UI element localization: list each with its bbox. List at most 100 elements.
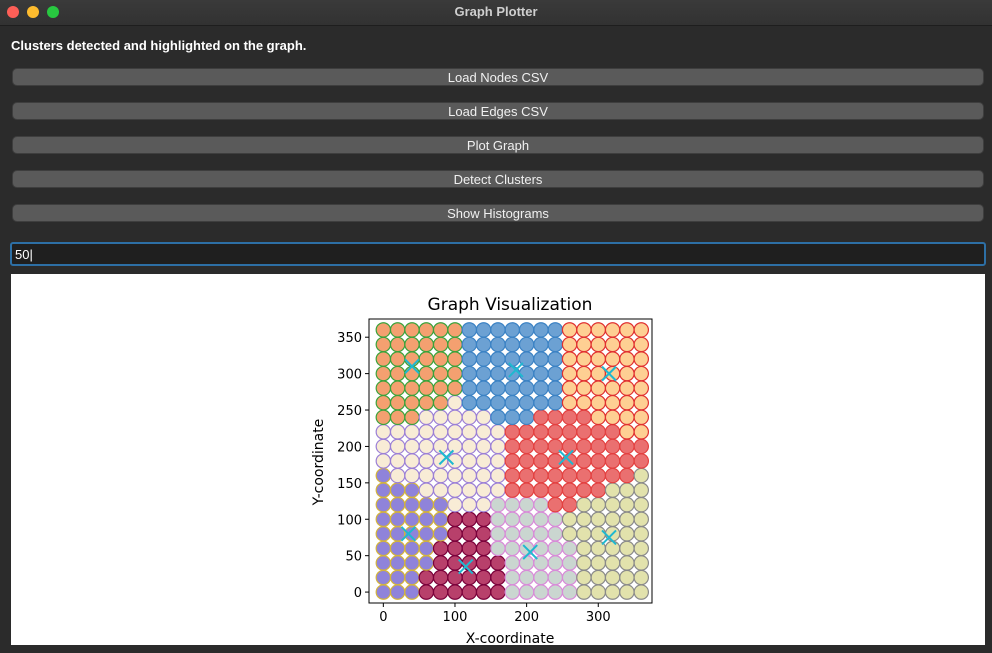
graph-node [576,380,592,396]
graph-node [633,569,650,586]
graph-node [518,496,535,513]
graph-node [447,496,463,513]
graph-node [518,569,535,586]
graph-node [490,584,506,600]
graph-node [461,365,478,382]
cluster-count-input[interactable]: 50| [10,242,986,266]
graph-node [633,336,650,353]
graph-node [547,409,564,426]
graph-node [547,482,564,498]
x-tick-label: 300 [586,610,611,625]
graph-node [504,322,521,338]
graph-node [561,482,578,498]
graph-node [389,424,406,440]
minimize-window-button[interactable] [27,6,39,18]
graph-node [576,555,592,571]
graph-node [547,380,564,396]
graph-node [590,351,607,367]
graph-node [604,351,621,367]
graph-node [561,394,578,411]
graph-node [375,569,392,586]
graph-node [418,569,435,586]
graph-node [633,409,650,426]
graph-node [475,453,492,469]
centroid-x-stroke [558,449,574,466]
graph-node [475,526,492,542]
graph-node [404,584,420,600]
x-axis-label: X-coordinate [466,631,555,645]
graph-node [490,540,506,557]
graph-node [432,482,449,498]
graph-node [576,526,592,542]
graph-node [533,467,549,484]
plot-graph-button[interactable]: Plot Graph [12,136,984,154]
graph-node [604,438,621,455]
graph-node [461,482,478,498]
show-histograms-button[interactable]: Show Histograms [12,204,984,222]
graph-node [389,322,406,338]
graph-node [533,511,549,528]
graph-node [533,322,549,338]
graph-node [533,409,549,426]
y-tick-label: 300 [337,368,362,383]
graph-node [576,438,592,455]
y-tick-label: 0 [354,586,362,601]
graph-node [504,424,521,440]
graph-node [504,540,521,557]
graph-node [604,365,621,382]
graph-node [604,511,621,528]
graph-node [389,336,406,353]
cluster-centroid-marker [601,529,617,546]
graph-node [619,351,635,367]
graph-node [475,540,492,557]
graph-node [561,351,578,367]
graph-node [533,569,549,586]
y-axis-label: Y-coordinate [311,419,327,507]
centroid-x-stroke [458,558,474,575]
centroid-x-stroke [438,449,455,466]
graph-node [576,467,592,484]
centroid-layer [400,358,617,575]
graph-node [576,511,592,528]
graph-node [561,424,578,440]
graph-node [547,424,564,440]
zoom-window-button[interactable] [47,6,59,18]
graph-node [389,438,406,455]
graph-node [533,380,549,396]
graph-node [447,526,463,542]
graph-node [475,555,492,571]
graph-node [389,584,406,600]
graph-node [461,584,478,600]
graph-node [504,555,521,571]
graph-node [447,584,463,600]
graph-node [619,511,635,528]
graph-node [633,438,650,455]
graph-node [475,569,492,586]
graph-node [418,438,435,455]
graph-node [590,394,607,411]
graph-node [490,380,506,396]
graph-node [432,424,449,440]
close-window-button[interactable] [7,6,19,18]
graph-node [461,380,478,396]
detect-clusters-button[interactable]: Detect Clusters [12,170,984,188]
graph-node [518,453,535,469]
load-edges-button[interactable]: Load Edges CSV [12,102,984,120]
centroid-x-stroke [601,365,617,382]
y-tick-label: 100 [337,513,362,528]
graph-node [461,511,478,528]
graph-node [504,467,521,484]
graph-node [576,540,592,557]
graph-node [461,351,478,367]
graph-node [518,482,535,498]
load-nodes-button[interactable]: Load Nodes CSV [12,68,984,86]
graph-node [461,467,478,484]
graph-node [561,467,578,484]
cluster-centroid-marker [601,365,617,382]
graph-node [619,569,635,586]
graph-node [432,336,449,353]
graph-node [418,540,435,557]
graph-node [547,365,564,382]
graph-node [633,365,650,382]
centroid-x-stroke [404,358,420,375]
